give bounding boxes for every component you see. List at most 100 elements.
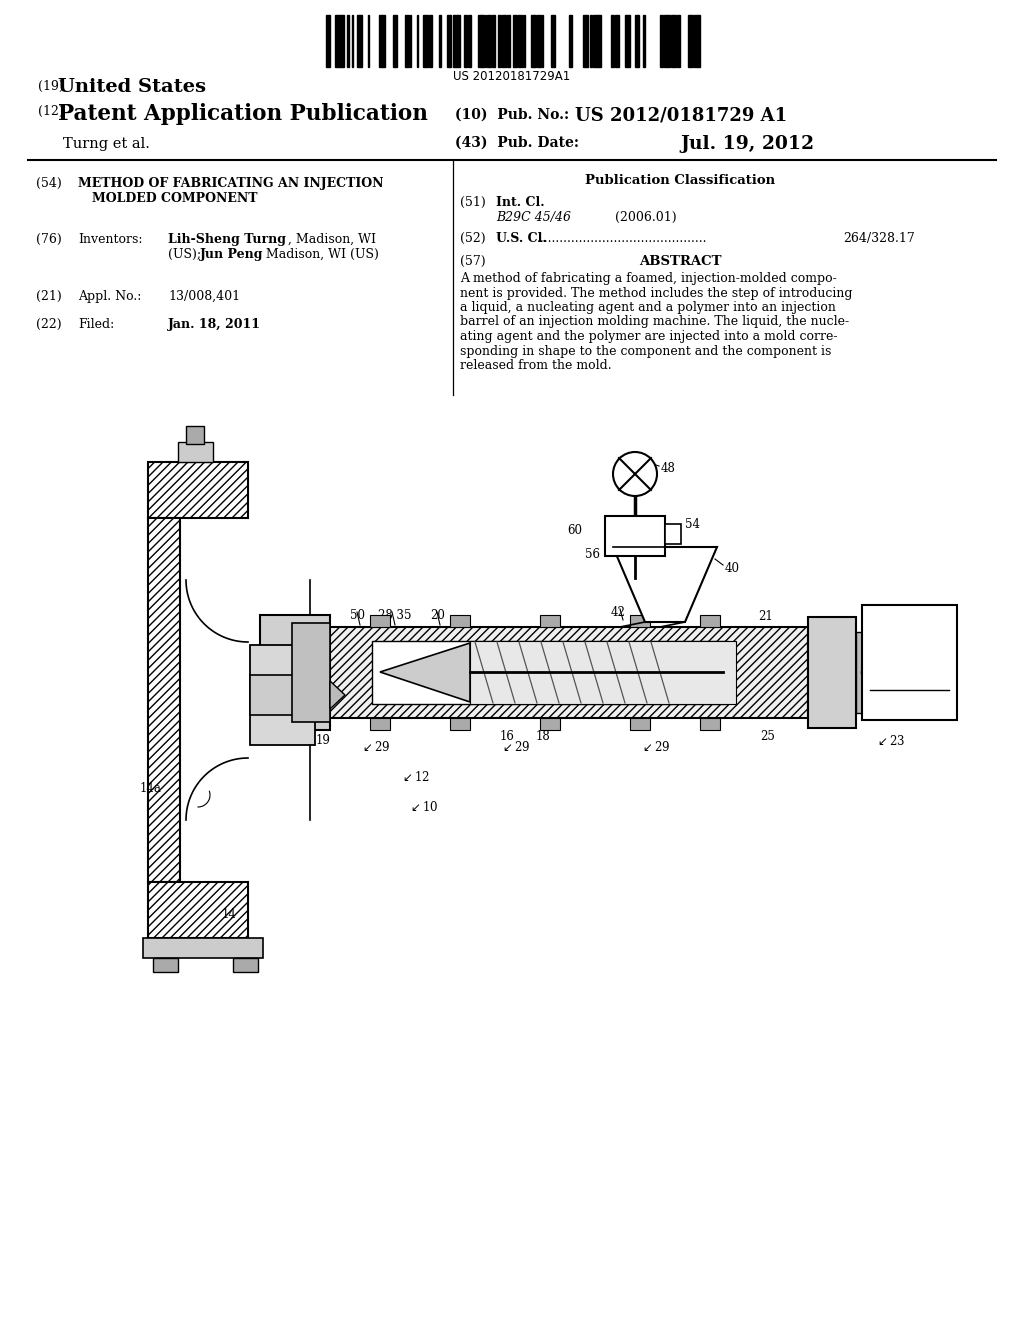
Bar (599, 15, 601, 67)
Text: 52: 52 (270, 657, 285, 671)
Bar (439, 15, 441, 67)
Text: 264/328.17: 264/328.17 (843, 232, 914, 246)
Bar (630, 718, 650, 730)
Bar (260, 615, 330, 730)
Text: Turng et al.: Turng et al. (63, 137, 150, 150)
Bar (178, 442, 213, 462)
Bar (358, 15, 362, 67)
Text: 21: 21 (758, 610, 773, 623)
Text: 54: 54 (685, 517, 700, 531)
Bar (347, 15, 349, 67)
Text: (57): (57) (460, 255, 485, 268)
Bar (518, 15, 521, 67)
Bar (690, 15, 693, 67)
Text: (43)  Pub. Date:: (43) Pub. Date: (455, 136, 579, 150)
Text: (51): (51) (460, 195, 485, 209)
Bar (425, 15, 428, 67)
Text: ating agent and the polymer are injected into a mold corre-: ating agent and the polymer are injected… (460, 330, 838, 343)
Text: (76): (76) (36, 234, 61, 246)
Bar (513, 15, 517, 67)
Text: 58: 58 (666, 606, 681, 619)
Text: Inventors:: Inventors: (78, 234, 142, 246)
Bar (534, 15, 536, 67)
Bar (700, 718, 720, 730)
Bar (531, 15, 534, 67)
Bar (698, 15, 700, 67)
Text: Appl. No.:: Appl. No.: (78, 290, 141, 304)
Bar (605, 516, 665, 556)
Text: Jun Peng: Jun Peng (200, 248, 263, 261)
Text: 13/008,401: 13/008,401 (168, 290, 240, 304)
Text: Jul. 19, 2012: Jul. 19, 2012 (680, 135, 814, 153)
Text: , Madison, WI: , Madison, WI (288, 234, 376, 246)
Text: (2006.01): (2006.01) (615, 211, 677, 224)
Bar (700, 615, 720, 627)
Text: $\swarrow$12: $\swarrow$12 (400, 770, 430, 784)
Text: 48: 48 (662, 462, 676, 475)
Text: ............................................: ........................................… (537, 232, 708, 246)
Text: 50: 50 (350, 609, 365, 622)
Bar (326, 15, 330, 67)
Bar (665, 524, 681, 544)
Bar (551, 15, 554, 67)
Polygon shape (148, 517, 180, 882)
Text: (52): (52) (460, 232, 485, 246)
Bar (630, 615, 650, 627)
Text: 56: 56 (585, 548, 600, 561)
Text: 14a: 14a (140, 781, 162, 795)
Bar (482, 15, 484, 67)
Text: (22): (22) (36, 318, 61, 331)
Bar (635, 15, 639, 67)
Text: B29C 45/46: B29C 45/46 (496, 211, 571, 224)
Bar (808, 616, 856, 729)
Polygon shape (380, 643, 470, 702)
Text: 60: 60 (567, 524, 582, 537)
Bar (595, 15, 597, 67)
Bar (370, 718, 390, 730)
Text: 16: 16 (500, 730, 515, 743)
Bar (583, 15, 586, 67)
Text: $\swarrow$29: $\swarrow$29 (640, 741, 671, 754)
Polygon shape (148, 882, 248, 939)
Text: 19: 19 (316, 734, 331, 747)
Bar (470, 642, 736, 704)
Bar (492, 15, 495, 67)
Text: US 20120181729A1: US 20120181729A1 (454, 70, 570, 83)
Text: 40: 40 (725, 562, 740, 576)
Text: A method of fabricating a foamed, injection-molded compo-: A method of fabricating a foamed, inject… (460, 272, 837, 285)
Text: $\swarrow$10: $\swarrow$10 (408, 800, 438, 814)
Bar (379, 15, 382, 67)
Bar (862, 605, 957, 719)
Bar (292, 623, 330, 722)
Text: barrel of an injection molding machine. The liquid, the nucle-: barrel of an injection molding machine. … (460, 315, 849, 329)
Bar (153, 958, 178, 972)
Text: a liquid, a nucleating agent and a polymer into an injection: a liquid, a nucleating agent and a polym… (460, 301, 836, 314)
Bar (372, 642, 728, 704)
Bar (570, 15, 572, 67)
Bar (450, 718, 470, 730)
Bar (450, 615, 470, 627)
Bar (597, 15, 599, 67)
Bar (487, 15, 490, 67)
Bar (502, 15, 506, 67)
Text: nent is provided. The method includes the step of introducing: nent is provided. The method includes th… (460, 286, 853, 300)
Text: 18: 18 (536, 730, 551, 743)
Circle shape (613, 451, 657, 496)
Bar (590, 15, 592, 67)
Bar (186, 426, 204, 444)
Bar (337, 15, 341, 67)
Bar (507, 15, 510, 67)
Text: Int. Cl.: Int. Cl. (496, 195, 545, 209)
Text: United States: United States (58, 78, 206, 96)
Text: 20: 20 (430, 609, 444, 622)
Bar (447, 15, 450, 67)
Bar (540, 718, 560, 730)
Bar (335, 15, 337, 67)
Bar (611, 15, 614, 67)
Bar (312, 627, 808, 718)
Text: 17: 17 (316, 615, 331, 628)
Text: 42: 42 (611, 606, 626, 619)
Bar (540, 615, 560, 627)
Text: (54): (54) (36, 177, 61, 190)
Text: 25: 25 (760, 730, 775, 743)
